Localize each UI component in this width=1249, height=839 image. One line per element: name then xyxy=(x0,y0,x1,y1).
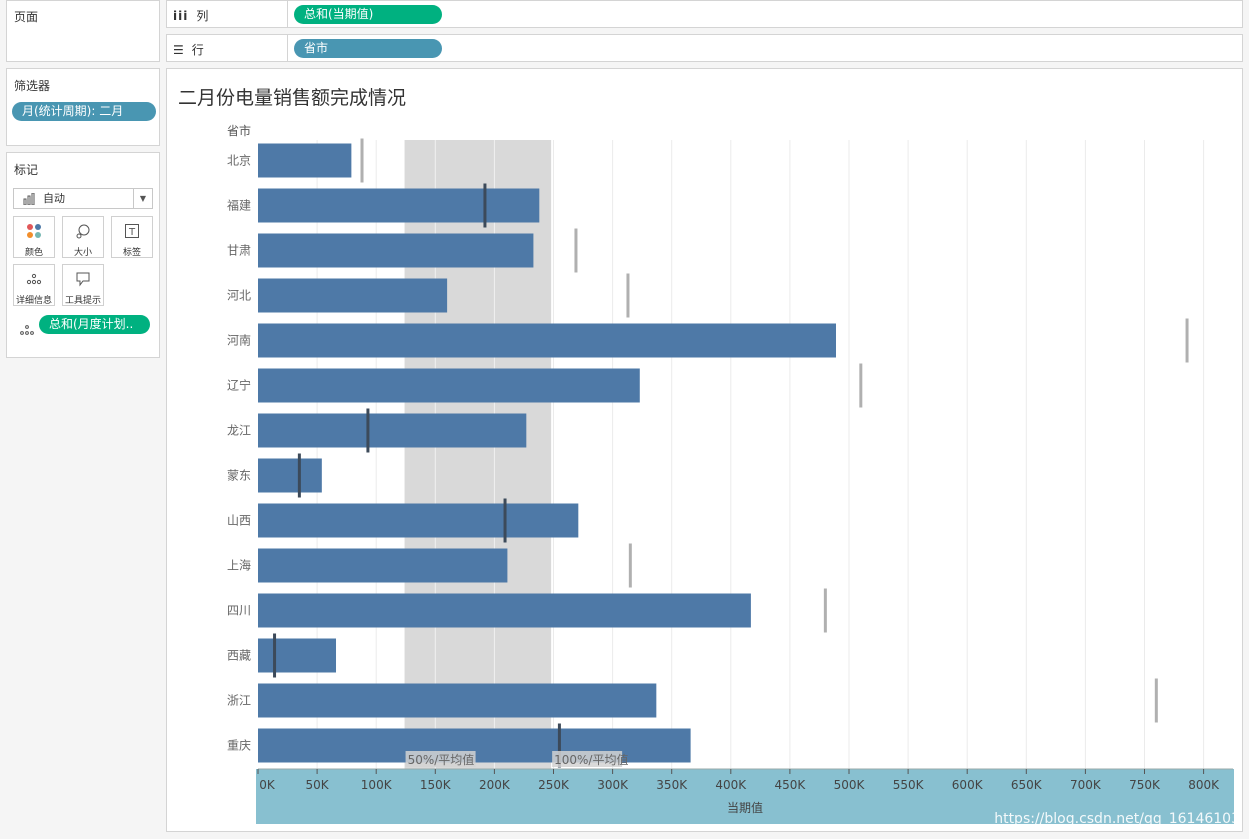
chart-title: 二月份电量销售额完成情况 xyxy=(178,87,407,109)
category-label: 河北 xyxy=(227,289,251,303)
band-label-bg xyxy=(405,751,476,767)
x-tick-label: 300K xyxy=(597,778,629,792)
bar xyxy=(258,143,352,178)
tooltip-button[interactable]: 工具提示 xyxy=(62,264,104,306)
pages-panel-title: 页面 xyxy=(14,10,39,24)
x-tick-label: 550K xyxy=(893,778,925,792)
category-label: 蒙东 xyxy=(227,469,251,483)
columns-pill[interactable]: 总和(当期值) xyxy=(294,5,442,24)
marks-panel: 标记 自动 ▼ 颜色 大小 T 标签 详细信息 工具提示 xyxy=(6,152,160,358)
x-axis-background xyxy=(256,769,1234,824)
detail-icon xyxy=(14,271,54,293)
x-tick-label: 600K xyxy=(952,778,984,792)
rows-shelf-label: 行 xyxy=(191,43,204,57)
category-label: 浙江 xyxy=(227,694,251,708)
row-header-label: 省市 xyxy=(227,123,251,138)
x-tick-label: 800K xyxy=(1188,778,1220,792)
x-tick-label: 350K xyxy=(656,778,688,792)
label-button[interactable]: T 标签 xyxy=(111,216,153,258)
rows-pill[interactable]: 省市 xyxy=(294,39,442,58)
tooltip-icon xyxy=(63,271,103,293)
category-label: 龙江 xyxy=(227,424,251,438)
shelf-divider xyxy=(287,35,288,62)
band-label: 100%/平均值 xyxy=(554,752,628,767)
category-label: 福建 xyxy=(227,198,251,213)
svg-text:T: T xyxy=(128,227,136,238)
x-tick-label: 250K xyxy=(538,778,570,792)
columns-shelf: iii 列 总和(当期值) xyxy=(166,0,1243,28)
bar xyxy=(258,233,534,268)
x-tick-label: 50K xyxy=(306,778,330,792)
rows-shelf-label-wrap: ☰ 行 xyxy=(173,41,204,58)
category-label: 四川 xyxy=(227,604,251,618)
pages-panel: 页面 xyxy=(6,0,160,62)
bar xyxy=(258,368,640,403)
label-icon: T xyxy=(112,223,152,245)
color-icon xyxy=(14,223,54,245)
filters-panel: 筛选器 月(统计周期): 二月 xyxy=(6,68,160,146)
detail-button-label: 详细信息 xyxy=(15,296,52,306)
x-tick-label: 100K xyxy=(361,778,393,792)
bar xyxy=(258,638,337,673)
chevron-down-icon: ▼ xyxy=(133,189,152,208)
label-button-label: 标签 xyxy=(122,248,141,258)
bar xyxy=(258,413,527,448)
band-label: 50%/平均值 xyxy=(408,752,475,767)
bar xyxy=(258,458,322,493)
bar xyxy=(258,278,448,313)
x-tick-label: 200K xyxy=(479,778,511,792)
size-button-label: 大小 xyxy=(73,248,92,258)
category-label: 甘肃 xyxy=(227,244,251,258)
detail-pill[interactable]: 总和(月度计划.. xyxy=(39,315,150,334)
x-tick-label: 500K xyxy=(834,778,866,792)
x-tick-label: 700K xyxy=(1070,778,1102,792)
size-icon xyxy=(63,223,103,245)
x-axis-title: 当期值 xyxy=(727,800,763,815)
filter-pill-month[interactable]: 月(统计周期): 二月 xyxy=(12,102,156,121)
bar xyxy=(258,593,751,628)
color-button[interactable]: 颜色 xyxy=(13,216,55,258)
category-label: 西藏 xyxy=(227,649,251,663)
detail-pill-icon xyxy=(20,320,34,339)
columns-shelf-label-wrap: iii 列 xyxy=(173,7,208,24)
bar xyxy=(258,548,508,583)
mark-type-dropdown[interactable]: 自动 ▼ xyxy=(13,188,153,209)
mark-type-label: 自动 xyxy=(43,192,65,205)
category-label: 上海 xyxy=(227,558,251,573)
chart-panel: 二月份电量销售额完成情况 省市北京福建甘肃河北河南辽宁龙江蒙东山西上海四川西藏浙… xyxy=(166,68,1243,832)
category-label: 河南 xyxy=(227,333,251,348)
filters-panel-title: 筛选器 xyxy=(14,79,51,93)
size-button[interactable]: 大小 xyxy=(62,216,104,258)
bar xyxy=(258,683,657,718)
band-label-bg xyxy=(552,751,623,767)
x-tick-label: 0K xyxy=(259,778,276,792)
category-label: 山西 xyxy=(227,514,251,528)
category-label: 北京 xyxy=(227,154,251,168)
columns-shelf-label: 列 xyxy=(196,9,209,23)
x-tick-label: 450K xyxy=(775,778,807,792)
shelf-divider xyxy=(287,1,288,28)
watermark: https://blog.csdn.net/qq_16146103 xyxy=(994,811,1240,827)
columns-icon: iii xyxy=(173,8,189,23)
bar xyxy=(258,188,540,223)
rows-shelf: ☰ 行 省市 xyxy=(166,34,1243,62)
bar-chart-icon xyxy=(23,192,37,211)
x-tick-label: 650K xyxy=(1011,778,1043,792)
category-label: 辽宁 xyxy=(227,378,251,393)
tooltip-button-label: 工具提示 xyxy=(64,296,101,306)
rows-icon: ☰ xyxy=(173,42,184,57)
x-tick-label: 750K xyxy=(1129,778,1161,792)
marks-panel-title: 标记 xyxy=(14,163,39,177)
bar xyxy=(258,323,836,358)
detail-button[interactable]: 详细信息 xyxy=(13,264,55,306)
bar xyxy=(258,503,579,538)
x-tick-label: 400K xyxy=(715,778,747,792)
category-label: 重庆 xyxy=(227,739,251,753)
color-button-label: 颜色 xyxy=(24,248,43,258)
x-tick-label: 150K xyxy=(420,778,452,792)
